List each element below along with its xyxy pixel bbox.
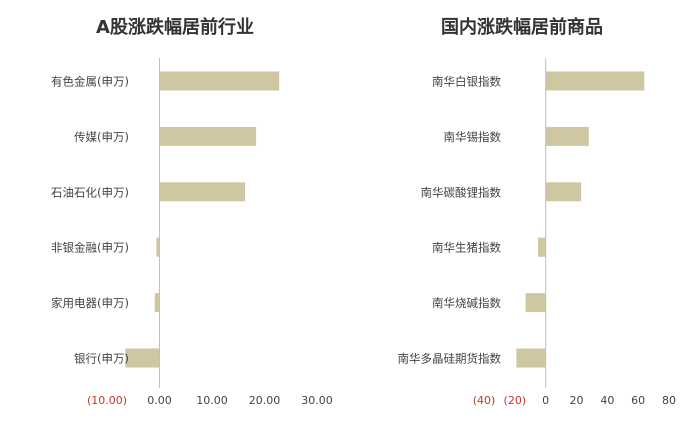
industry-tick-label: 30.00 xyxy=(301,394,333,407)
commodity-tick-label: 40 xyxy=(600,394,614,407)
commodity-tick-label: 0 xyxy=(542,394,549,407)
industry-bar xyxy=(159,71,280,91)
commodity-bar xyxy=(545,71,645,91)
commodity-tick-label: 60 xyxy=(631,394,645,407)
industry-bar xyxy=(156,237,160,257)
industry-category-label: 石油石化(申万) xyxy=(51,185,129,199)
commodity-tick-label: 80 xyxy=(662,394,676,407)
industry-bar xyxy=(125,348,160,368)
commodity-bar xyxy=(545,182,582,202)
commodity-bar xyxy=(525,293,546,313)
commodity-category-label: 南华烧碱指数 xyxy=(432,296,501,310)
commodity-category-label: 南华生猪指数 xyxy=(432,241,501,255)
commodity-tick-label: (40) xyxy=(473,394,496,407)
industry-tick-label: (10.00) xyxy=(87,394,127,407)
industry-category-label: 家用电器(申万) xyxy=(51,296,129,310)
industry-bar xyxy=(159,126,257,146)
industry-chart-title: A股涨跌幅居前行业 xyxy=(96,16,254,38)
industry-bar xyxy=(159,182,246,202)
commodity-bar xyxy=(516,348,546,368)
industry-category-label: 非银金融(申万) xyxy=(51,241,129,255)
commodity-bar xyxy=(537,237,546,257)
industry-category-label: 传媒(申万) xyxy=(74,130,129,144)
commodity-category-label: 南华多晶硅期货指数 xyxy=(398,352,502,366)
commodity-category-label: 南华碳酸锂指数 xyxy=(421,185,502,199)
industry-category-label: 银行(申万) xyxy=(74,352,129,366)
industry-tick-label: 20.00 xyxy=(249,394,281,407)
commodity-tick-label: (20) xyxy=(504,394,527,407)
commodity-bar xyxy=(545,126,589,146)
commodity-category-label: 南华锡指数 xyxy=(444,130,502,144)
commodity-category-label: 南华白银指数 xyxy=(432,75,501,89)
industry-category-label: 有色金属(申万) xyxy=(51,75,129,89)
commodity-tick-label: 20 xyxy=(570,394,584,407)
commodity-chart-title: 国内涨跌幅居前商品 xyxy=(441,16,603,38)
industry-bar xyxy=(154,293,160,313)
industry-tick-label: 0.00 xyxy=(147,394,172,407)
industry-tick-label: 10.00 xyxy=(196,394,228,407)
